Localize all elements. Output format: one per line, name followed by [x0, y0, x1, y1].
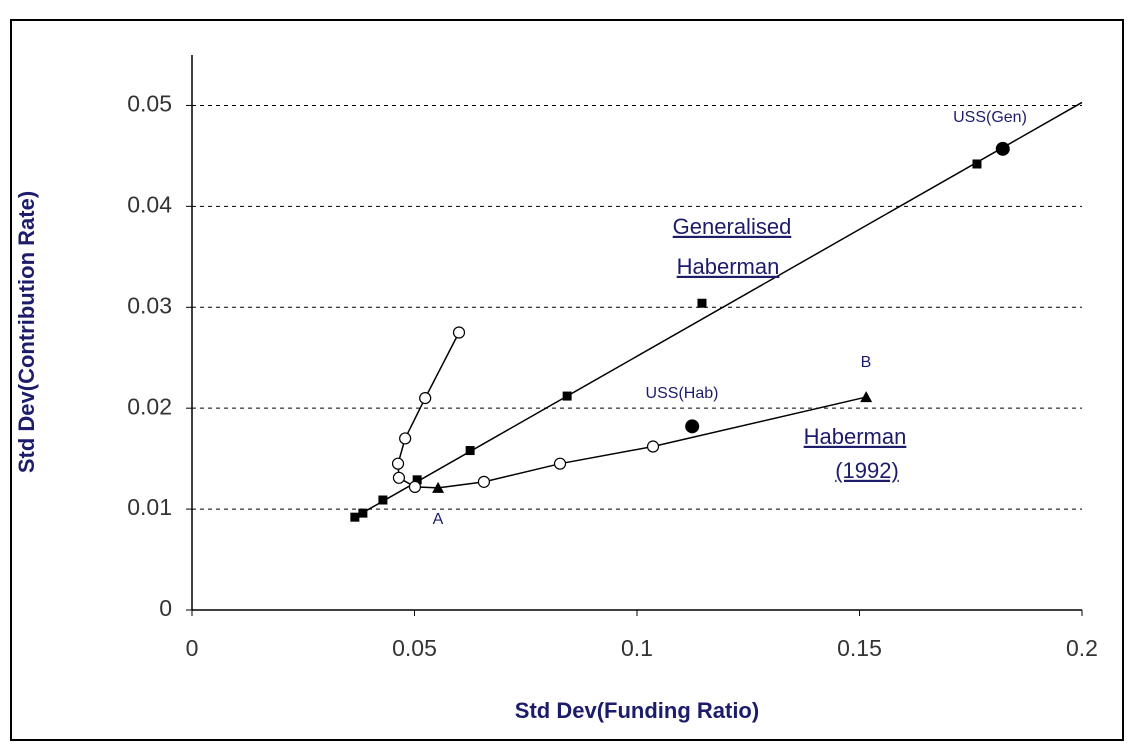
- square-marker: [465, 446, 475, 456]
- y-tick-label: 0.02: [127, 393, 172, 419]
- annotation: USS(Gen): [953, 109, 1027, 126]
- annotation: A: [433, 511, 444, 528]
- square-marker: [562, 391, 572, 401]
- open-circle-marker: [391, 457, 405, 470]
- chart-frame: [10, 19, 1124, 741]
- triangle-marker: [860, 391, 873, 403]
- y-tick-label: 0.04: [127, 191, 172, 217]
- open-circle-marker: [408, 480, 422, 493]
- annotation: Haberman: [677, 254, 780, 279]
- square-marker: [972, 159, 982, 169]
- y-axis-title: Std Dev(Contribution Rate): [14, 191, 39, 473]
- y-tick-label: 0: [159, 595, 172, 621]
- y-tick-label: 0.05: [127, 91, 172, 117]
- x-axis-title: Std Dev(Funding Ratio): [515, 698, 759, 723]
- x-tick-label: 0.15: [837, 635, 882, 661]
- series-line: [354, 101, 1083, 518]
- y-tick-label: 0.03: [127, 292, 172, 318]
- filled-circle-marker: [685, 419, 700, 434]
- open-circle-marker: [392, 471, 406, 484]
- open-circle-marker: [646, 440, 660, 453]
- square-marker: [378, 495, 388, 505]
- open-circle-marker: [452, 326, 466, 339]
- annotation: Haberman: [804, 424, 907, 449]
- square-marker: [697, 298, 707, 308]
- open-circle-marker: [477, 475, 491, 488]
- square-marker: [358, 508, 368, 518]
- x-tick-label: 0.1: [621, 635, 653, 661]
- annotation: (1992): [835, 458, 899, 483]
- square-marker: [350, 512, 360, 522]
- annotation: USS(Hab): [646, 385, 719, 402]
- open-circle-marker: [419, 391, 432, 405]
- x-tick-label: 0.2: [1066, 635, 1098, 661]
- triangle-marker: [432, 481, 445, 493]
- annotation: B: [861, 354, 872, 371]
- y-tick-label: 0.01: [127, 494, 172, 520]
- square-marker: [412, 475, 422, 485]
- annotation: Generalised: [673, 214, 792, 239]
- open-circle-marker: [553, 457, 567, 470]
- x-tick-label: 0.05: [392, 635, 437, 661]
- filled-circle-marker: [995, 141, 1010, 156]
- open-circle-marker: [399, 432, 412, 445]
- x-tick-label: 0: [186, 635, 199, 661]
